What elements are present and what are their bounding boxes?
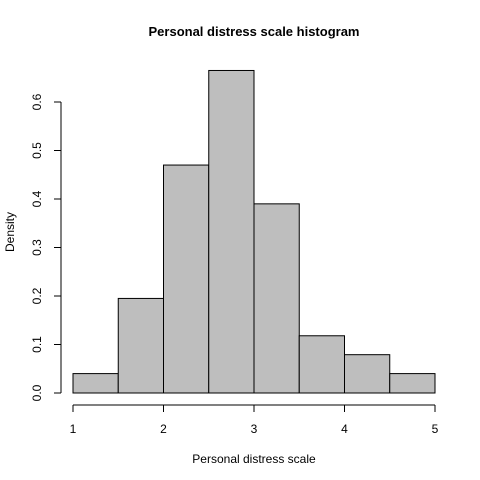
x-axis: 1 2 3 4 5 xyxy=(70,405,439,436)
x-tick-label: 3 xyxy=(251,422,258,436)
x-tick-label: 2 xyxy=(160,422,167,436)
histogram-bar-8 xyxy=(390,374,435,393)
y-tick-label: 0.5 xyxy=(30,142,44,159)
bars-group xyxy=(73,70,435,393)
y-axis: 0.0 0.1 0.2 0.3 0.4 0.5 0.6 xyxy=(30,93,61,401)
y-tick-label: 0.2 xyxy=(30,287,44,304)
histogram-bar-1 xyxy=(73,374,118,393)
y-tick-label: 0.3 xyxy=(30,239,44,256)
histogram-bar-6 xyxy=(299,336,344,393)
x-tick-label: 5 xyxy=(432,422,439,436)
y-tick-label: 0.0 xyxy=(30,384,44,401)
y-tick-label: 0.1 xyxy=(30,336,44,353)
histogram-bar-7 xyxy=(345,355,390,393)
y-tick-label: 0.4 xyxy=(30,190,44,207)
histogram-bar-3 xyxy=(164,165,209,393)
x-tick-label: 4 xyxy=(341,422,348,436)
chart-title: Personal distress scale histogram xyxy=(149,24,360,39)
y-tick-label: 0.6 xyxy=(30,93,44,110)
histogram-bar-5 xyxy=(254,204,299,393)
x-tick-label: 1 xyxy=(70,422,77,436)
histogram-bar-2 xyxy=(118,298,163,393)
x-axis-label: Personal distress scale xyxy=(192,452,316,466)
histogram-bar-4 xyxy=(209,70,254,393)
y-axis-label: Density xyxy=(3,212,17,252)
